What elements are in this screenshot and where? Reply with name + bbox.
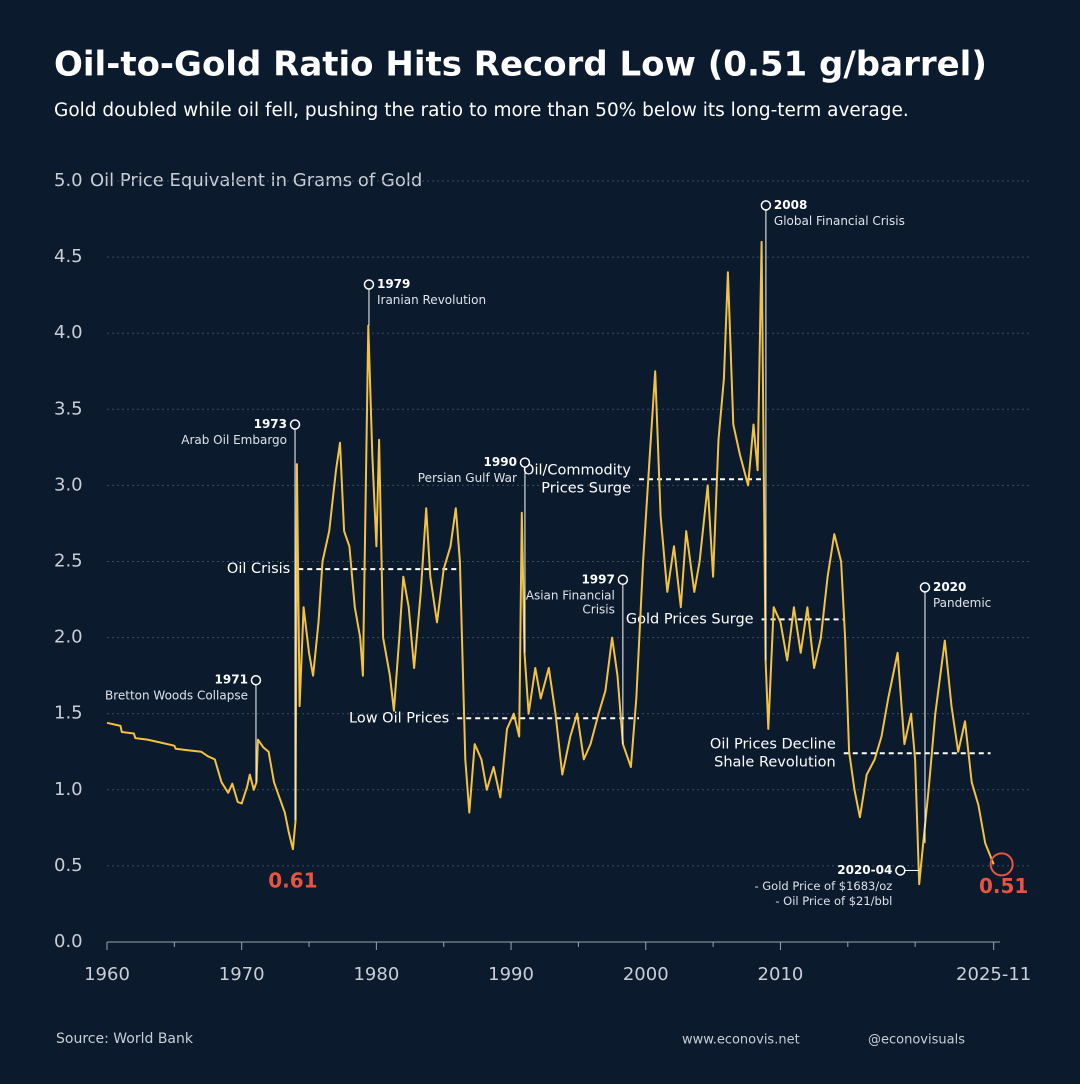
y-tick-label: 2.5 <box>54 551 83 572</box>
callout-label: 0.61 <box>268 869 317 893</box>
event-label: Global Financial Crisis <box>774 214 905 228</box>
x-tick-label: 2010 <box>758 964 804 985</box>
event-label: Pandemic <box>933 596 991 610</box>
y-tick-label: 3.0 <box>54 474 83 495</box>
x-tick-label: 1970 <box>219 964 265 985</box>
event-label: Iranian Revolution <box>377 293 486 307</box>
source: Source: World Bank <box>56 1031 194 1047</box>
period-label: Shale Revolution <box>714 754 836 770</box>
y-tick-label: 5.0 <box>54 170 83 191</box>
period-label: Oil/Commodity <box>523 462 631 478</box>
y-tick-label: 1.5 <box>54 703 83 724</box>
credit: @econovisuals <box>868 1033 965 1048</box>
note-line: - Oil Price of $21/bbl <box>775 894 892 908</box>
event-label: Crisis <box>582 602 614 616</box>
event-marker <box>919 582 931 593</box>
period-label: Gold Prices Surge <box>626 611 754 627</box>
event-year: 2020 <box>933 580 966 594</box>
event-label: Asian Financial <box>526 588 615 602</box>
y-tick-label: 4.5 <box>54 246 83 267</box>
note-marker <box>895 865 906 876</box>
credit: www.econovis.net <box>682 1033 800 1048</box>
event-year: 2008 <box>774 198 807 212</box>
y-tick-label: 1.0 <box>54 779 83 800</box>
event-marker <box>289 419 301 430</box>
note-line: - Gold Price of $1683/oz <box>754 879 892 893</box>
y-tick-label: 0.5 <box>54 855 83 876</box>
y-tick-label: 3.5 <box>54 398 83 419</box>
event-marker <box>250 674 262 686</box>
event-label: Persian Gulf War <box>418 471 517 485</box>
chart-subtitle: Gold doubled while oil fell, pushing the… <box>54 100 909 121</box>
event-marker <box>363 279 375 290</box>
event-marker <box>617 574 629 586</box>
x-tick-label: 2025-11 <box>956 964 1031 985</box>
event-year: 1990 <box>484 455 517 469</box>
note-date: 2020-04 <box>837 863 892 877</box>
event-year: 1971 <box>215 673 248 687</box>
data-line <box>106 240 995 886</box>
x-tick-label: 2000 <box>623 964 669 985</box>
period-label: Low Oil Prices <box>349 710 449 726</box>
event-marker <box>760 200 772 211</box>
event-label: Bretton Woods Collapse <box>105 689 248 703</box>
x-tick-label: 1960 <box>84 964 130 985</box>
x-tick-label: 1990 <box>488 964 534 985</box>
chart-title: Oil-to-Gold Ratio Hits Record Low (0.51 … <box>54 45 987 85</box>
event-year: 1973 <box>254 417 287 431</box>
x-tick-label: 1980 <box>353 964 399 985</box>
event-year: 1979 <box>377 277 410 291</box>
event-year: 1997 <box>581 572 614 586</box>
y-axis-label: Oil Price Equivalent in Grams of Gold <box>90 170 422 191</box>
period-label: Prices Surge <box>541 480 631 496</box>
event-marker <box>519 457 531 468</box>
y-tick-label: 4.0 <box>54 322 83 343</box>
callout-label: 0.51 <box>979 874 1028 898</box>
period-label: Oil Prices Decline <box>710 736 836 752</box>
y-tick-label: 2.0 <box>54 627 83 648</box>
period-label: Oil Crisis <box>227 561 290 577</box>
callout-circle <box>989 852 1014 877</box>
y-tick-label: 0.0 <box>54 931 83 952</box>
event-label: Arab Oil Embargo <box>181 433 287 447</box>
